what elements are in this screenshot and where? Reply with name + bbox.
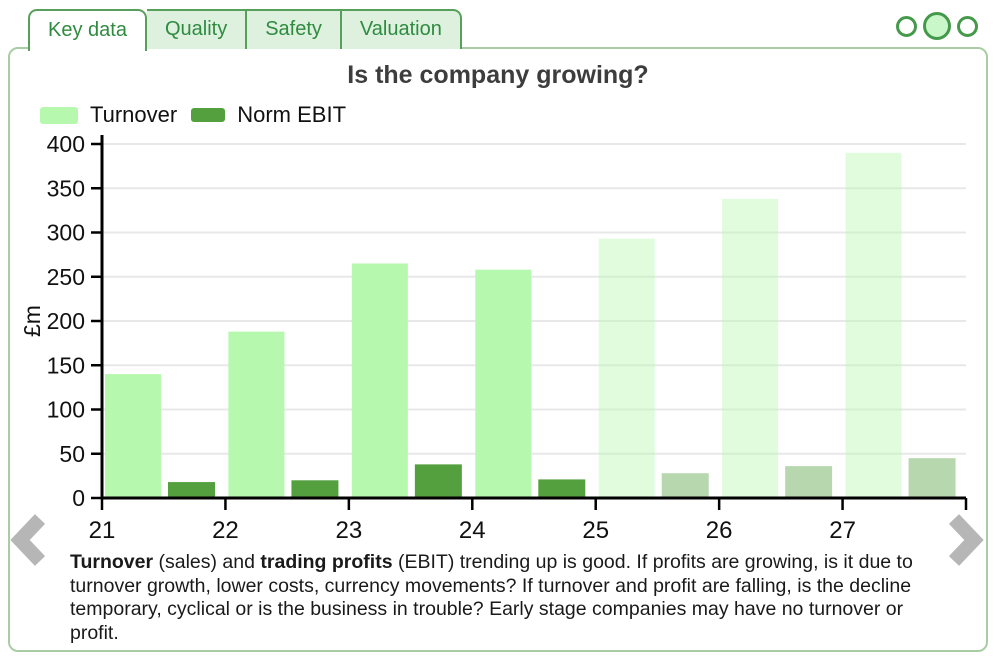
svg-text:250: 250 bbox=[47, 264, 85, 290]
tab-quality[interactable]: Quality bbox=[146, 9, 248, 49]
carousel-pager bbox=[896, 12, 978, 40]
legend-label-norm-ebit: Norm EBIT bbox=[237, 102, 347, 127]
previous-chart-button[interactable] bbox=[4, 512, 50, 568]
svg-text:26: 26 bbox=[706, 517, 733, 542]
chevron-left-icon bbox=[10, 514, 46, 566]
svg-text:300: 300 bbox=[47, 220, 85, 246]
pager-dot-1[interactable] bbox=[896, 15, 917, 37]
svg-text:150: 150 bbox=[47, 352, 85, 378]
svg-text:23: 23 bbox=[336, 517, 363, 542]
svg-text:400: 400 bbox=[47, 131, 85, 157]
svg-text:50: 50 bbox=[59, 441, 85, 467]
svg-text:25: 25 bbox=[582, 517, 609, 542]
pager-dot-2-active[interactable] bbox=[923, 12, 951, 40]
legend-item-norm-ebit: Norm EBIT bbox=[191, 102, 346, 128]
turnover-swatch-icon bbox=[40, 106, 78, 124]
tab-key-data[interactable]: Key data bbox=[28, 9, 147, 51]
chart-legend: Turnover Norm EBIT bbox=[40, 102, 986, 128]
svg-text:24: 24 bbox=[459, 517, 486, 542]
svg-text:22: 22 bbox=[212, 517, 239, 542]
key-data-card: Is the company growing? Turnover Norm EB… bbox=[8, 47, 988, 652]
tab-bar: Key data Quality Safety Valuation bbox=[28, 9, 462, 51]
description-text: Turnover (sales) and trading profits (EB… bbox=[70, 551, 913, 644]
svg-text:27: 27 bbox=[829, 517, 856, 542]
growth-chart: 0 50 100 150 200 250 300 350 400 21 22 23 24 25 26 27 £m bbox=[19, 131, 968, 544]
bar-chart-container: 0 50 100 150 200 250 300 350 400 21 22 23 24 25 26 27 £m bbox=[18, 130, 986, 547]
legend-label-turnover: Turnover bbox=[90, 102, 178, 127]
svg-text:100: 100 bbox=[47, 397, 85, 423]
pager-dot-3[interactable] bbox=[957, 15, 978, 37]
svg-text:21: 21 bbox=[89, 517, 116, 542]
tab-valuation[interactable]: Valuation bbox=[341, 9, 462, 49]
svg-text:200: 200 bbox=[47, 308, 85, 334]
svg-text:£m: £m bbox=[19, 305, 45, 337]
next-chart-button[interactable] bbox=[944, 512, 990, 568]
norm-ebit-swatch-icon bbox=[191, 108, 226, 122]
legend-item-turnover: Turnover bbox=[40, 102, 177, 128]
chevron-right-icon bbox=[948, 514, 984, 566]
svg-text:350: 350 bbox=[47, 175, 85, 201]
tab-safety[interactable]: Safety bbox=[247, 9, 342, 49]
svg-text:0: 0 bbox=[72, 485, 85, 511]
chart-title: Is the company growing? bbox=[347, 61, 649, 89]
